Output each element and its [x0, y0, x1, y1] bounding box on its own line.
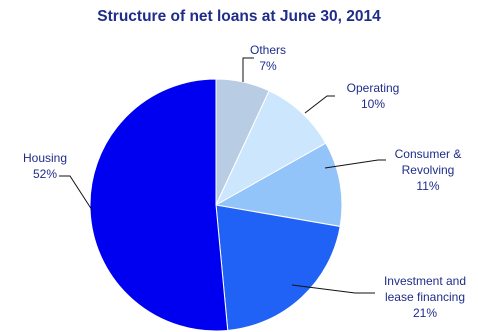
data-label-consumer: Consumer & — [395, 147, 462, 161]
pie-slice-operating — [214, 90, 327, 207]
data-label-percent-others: 7% — [259, 59, 277, 73]
data-label-housing: Housing — [23, 151, 67, 165]
data-label-investment-and: Investment and — [384, 274, 466, 288]
leader-line-operating — [304, 95, 335, 114]
data-label-operating: Operating — [347, 81, 400, 95]
pie-slice-housing — [89, 78, 229, 332]
leader-line-others — [242, 57, 254, 82]
data-label-others: Others — [250, 43, 286, 57]
leader-line-consumer — [324, 159, 386, 169]
data-label-percent-housing: 52% — [33, 167, 57, 181]
leader-line-housing — [59, 175, 93, 211]
pie-slice-investment-and — [215, 204, 341, 331]
data-label-percent-operating: 10% — [361, 97, 385, 111]
data-label-percent-investment-and: 21% — [413, 306, 437, 320]
data-label-consumer: Revolving — [402, 163, 455, 177]
chart-title: Structure of net loans at June 30, 2014 — [97, 8, 381, 25]
leader-line-investment-and — [291, 284, 375, 294]
data-label-investment-and: lease financing — [385, 290, 465, 304]
pie-slice-consumer — [214, 142, 343, 228]
data-label-percent-consumer: 11% — [416, 179, 439, 193]
